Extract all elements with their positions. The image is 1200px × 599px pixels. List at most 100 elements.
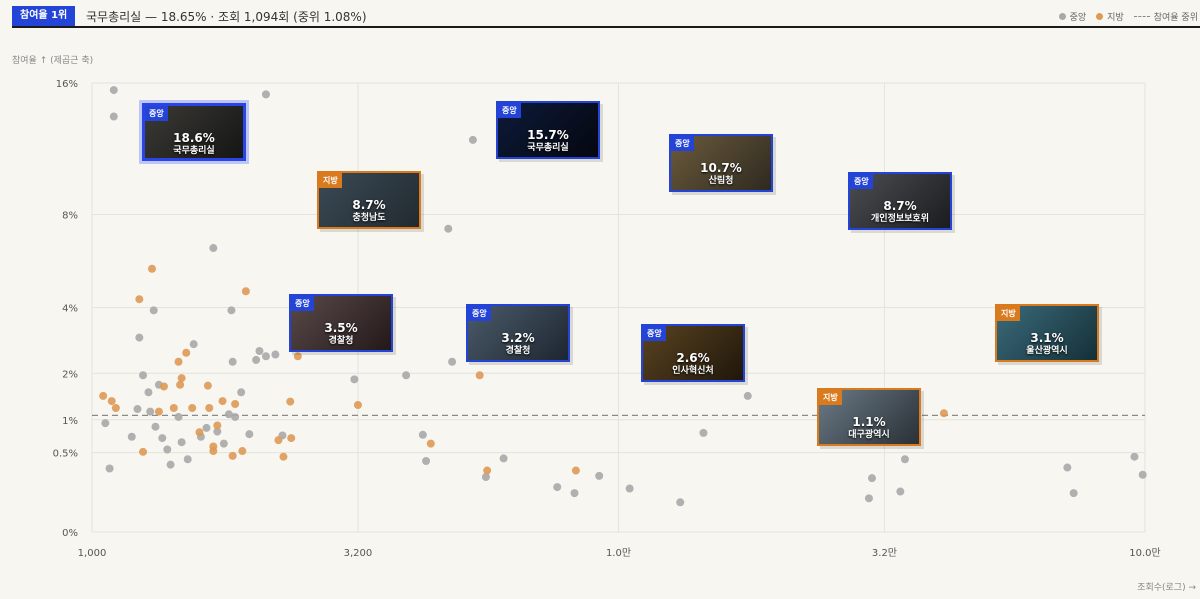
central-point — [228, 357, 237, 366]
central-point — [109, 112, 118, 121]
central-point — [237, 388, 246, 397]
regional-point — [154, 407, 163, 416]
thumbnail-value: 18.6% — [173, 131, 215, 145]
central-point — [135, 333, 144, 342]
legend-central[interactable]: 중앙 — [1058, 10, 1086, 23]
central-point — [127, 432, 136, 441]
x-tick-label: 10.0만 — [1129, 547, 1160, 559]
central-point — [105, 464, 114, 473]
central-point — [900, 455, 909, 464]
thumbnail-value: 15.7% — [527, 128, 569, 142]
central-point — [146, 407, 155, 416]
thumbnail-label: 산림청 — [708, 176, 734, 186]
central-point — [625, 484, 634, 493]
thumbnail-card[interactable]: 중앙 3.2% 경찰청 — [466, 304, 570, 362]
regional-point — [274, 436, 283, 445]
central-point — [227, 306, 236, 315]
central-point — [174, 412, 183, 421]
central-point — [896, 487, 905, 496]
legend-regional-label: 지방 — [1107, 13, 1124, 23]
central-point — [261, 352, 270, 361]
thumbnail-label: 경찰청 — [328, 336, 354, 346]
central-point — [468, 135, 477, 144]
central-point — [133, 405, 142, 414]
central-point — [402, 371, 411, 380]
central-point — [676, 498, 685, 507]
thumbnail-value: 3.2% — [501, 331, 535, 345]
central-point — [743, 391, 752, 400]
central-point — [139, 371, 148, 380]
thumbnail-card[interactable]: 중앙 8.7% 개인정보보호위 — [848, 172, 952, 230]
group-tag: 중앙 — [291, 296, 314, 311]
central-point — [209, 244, 218, 253]
legend-regional[interactable]: 지방 — [1096, 10, 1124, 23]
thumbnail-card[interactable]: 지방 1.1% 대구광역시 — [817, 388, 921, 446]
x-tick-label: 3,200 — [344, 548, 373, 559]
regional-point — [159, 382, 168, 391]
central-point — [1069, 489, 1078, 498]
x-axis-title: 조회수(로그) → — [1137, 583, 1196, 593]
rank-badge: 참여율 1위 — [12, 6, 76, 26]
regional-point — [286, 397, 295, 406]
central-point — [867, 474, 876, 483]
regional-point — [182, 348, 191, 357]
central-point — [271, 350, 280, 359]
legend: 중앙 지방 참여율 중위 — [1058, 10, 1198, 23]
central-point — [595, 471, 604, 480]
central-point — [149, 306, 158, 315]
central-point — [224, 410, 233, 419]
thumbnail-value: 3.1% — [1030, 331, 1064, 345]
regional-point — [169, 404, 178, 413]
central-point — [553, 483, 562, 492]
thumbnail-card[interactable]: 중앙 10.7% 산림청 — [669, 134, 773, 192]
regional-point — [353, 401, 362, 410]
thumbnail-value: 8.7% — [352, 198, 386, 212]
thumbnail-card[interactable]: 중앙 2.6% 인사혁신처 — [641, 324, 745, 382]
central-point — [252, 355, 261, 364]
thumbnail-card[interactable]: 중앙 18.6% 국무총리실 — [142, 103, 246, 161]
regional-point — [135, 295, 144, 304]
central-point — [418, 430, 427, 439]
group-tag: 중앙 — [468, 306, 491, 321]
regional-point — [238, 447, 247, 456]
regional-point — [177, 374, 186, 383]
thumbnail-label: 경찰청 — [505, 346, 531, 356]
regional-point — [107, 397, 116, 406]
central-point — [444, 224, 453, 233]
regional-point — [111, 404, 120, 413]
regional-point — [213, 421, 222, 430]
thumbnail-card[interactable]: 지방 8.7% 충청남도 — [317, 171, 421, 229]
regional-point — [241, 287, 250, 296]
central-point — [255, 347, 264, 356]
regional-point — [209, 442, 218, 451]
central-point — [499, 454, 508, 463]
central-point — [245, 430, 254, 439]
thumbnail-value: 3.5% — [324, 321, 358, 335]
central-point — [864, 494, 873, 503]
y-tick-label: 16% — [56, 79, 78, 90]
thumbnail-label: 국무총리실 — [527, 143, 569, 153]
x-tick-label: 1.0만 — [606, 547, 631, 559]
header-bar: 참여율 1위 국무총리실 — 18.65% · 조회 1,094회 (중위 1.… — [12, 6, 1200, 28]
thumbnail-card[interactable]: 중앙 3.5% 경찰청 — [289, 294, 393, 352]
y-tick-label: 4% — [62, 304, 78, 315]
central-point — [261, 90, 270, 99]
central-dot-icon — [1058, 13, 1066, 20]
thumbnail-label: 대구광역시 — [848, 430, 890, 440]
y-tick-label: 0.5% — [53, 449, 78, 460]
regional-point — [939, 409, 948, 418]
central-point — [189, 340, 198, 349]
y-tick-label: 0% — [62, 528, 78, 539]
thumbnail-card[interactable]: 지방 3.1% 울산광역시 — [995, 304, 1099, 362]
group-tag: 지방 — [319, 173, 342, 188]
group-tag: 중앙 — [671, 136, 694, 151]
y-tick-label: 8% — [62, 211, 78, 222]
central-point — [481, 473, 490, 482]
regional-point — [203, 381, 212, 390]
thumbnail-label: 국무총리실 — [173, 146, 215, 156]
regional-point — [188, 404, 197, 413]
regional-dot-icon — [1096, 13, 1104, 20]
central-point — [350, 375, 359, 384]
thumbnail-card[interactable]: 중앙 15.7% 국무총리실 — [496, 101, 600, 159]
